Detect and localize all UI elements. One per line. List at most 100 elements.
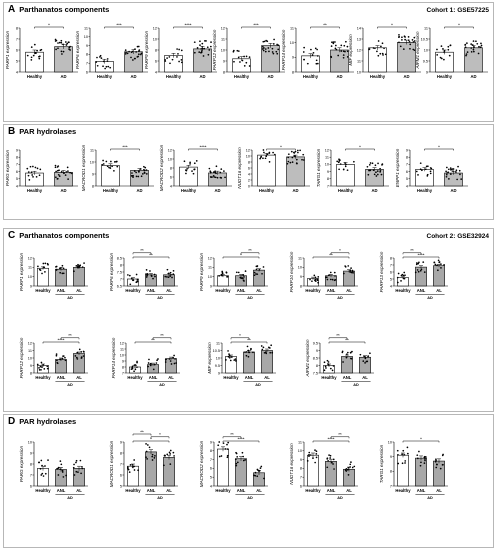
data-point xyxy=(440,267,442,269)
data-point xyxy=(434,460,437,463)
data-point xyxy=(329,278,332,281)
x-tick-label: Healthy xyxy=(125,288,141,293)
data-point xyxy=(169,449,172,452)
data-point xyxy=(427,165,429,168)
data-point xyxy=(327,361,330,363)
y-tick-label: 9 xyxy=(390,455,392,459)
data-point xyxy=(169,275,172,277)
x-tick-label: Healthy xyxy=(338,188,354,193)
data-point xyxy=(178,48,180,51)
data-point xyxy=(145,169,148,171)
data-point xyxy=(75,459,78,462)
data-point xyxy=(186,167,189,170)
data-point xyxy=(30,46,33,48)
y-tick-label: 8 xyxy=(30,462,32,466)
data-point xyxy=(169,452,172,455)
data-point xyxy=(329,367,332,370)
data-point xyxy=(131,464,134,466)
data-point xyxy=(139,168,142,170)
chart-b-8: MACROD1 expression 8 9 10 11 Healthy AD *** xyxy=(81,144,154,193)
data-point xyxy=(263,40,266,43)
significance-label: * xyxy=(420,436,422,441)
data-point xyxy=(219,176,222,179)
data-point xyxy=(429,170,432,173)
data-point xyxy=(180,49,183,52)
x-tick-label: AL xyxy=(168,375,174,380)
y-tick-label: 9 xyxy=(30,364,32,368)
data-point xyxy=(253,271,256,274)
data-point xyxy=(60,267,62,269)
data-point xyxy=(384,53,387,56)
data-point xyxy=(218,441,221,443)
y-tick-label: 10 xyxy=(84,35,88,39)
data-point xyxy=(445,173,448,176)
data-point xyxy=(301,158,303,161)
data-point xyxy=(253,274,256,277)
data-point xyxy=(439,467,442,470)
data-point xyxy=(265,155,268,158)
data-point xyxy=(66,166,69,169)
data-point xyxy=(62,355,64,357)
data-point xyxy=(406,446,409,449)
y-tick-label: 11 xyxy=(298,256,302,260)
data-point xyxy=(331,369,334,372)
data-point xyxy=(379,52,382,55)
data-point xyxy=(329,454,332,457)
data-point xyxy=(346,56,349,58)
bar-al xyxy=(73,267,85,287)
data-point xyxy=(102,60,105,63)
data-point xyxy=(343,44,346,47)
significance-label: * xyxy=(391,22,393,27)
x-tick-label: AL xyxy=(362,375,368,380)
y-tick-label: 4 xyxy=(155,70,157,74)
bar-healthy xyxy=(336,164,355,187)
data-point xyxy=(436,54,439,56)
data-point xyxy=(180,59,183,61)
y-tick-label: 8 xyxy=(16,26,18,30)
significance-label: * xyxy=(159,432,161,437)
data-point xyxy=(131,172,133,174)
data-point xyxy=(449,167,452,169)
y-tick-label: 8 xyxy=(300,467,302,471)
data-point xyxy=(164,454,166,457)
data-point xyxy=(446,166,448,169)
data-point xyxy=(191,170,193,172)
data-point xyxy=(366,165,369,168)
y-tick-label: 10 xyxy=(216,356,220,360)
data-point xyxy=(308,451,311,454)
data-point xyxy=(349,463,352,466)
data-point xyxy=(272,151,274,154)
data-point xyxy=(476,42,479,45)
data-point xyxy=(176,48,178,50)
data-point xyxy=(135,175,138,178)
data-point xyxy=(273,38,275,41)
data-point xyxy=(150,274,153,277)
y-tick-label: 9 xyxy=(300,458,302,462)
data-point xyxy=(108,166,110,169)
data-point xyxy=(381,42,384,45)
chart-b-12: ENPP1 expression 4 5 6 7 8 9 Healthy AD * xyxy=(395,144,468,193)
group-label: AD xyxy=(157,296,163,300)
data-point xyxy=(346,50,349,53)
chart-a-2: PARP9 expression 4 6 8 10 12 Healthy AD **** xyxy=(144,22,217,79)
data-point xyxy=(372,169,375,172)
data-point xyxy=(164,275,167,278)
y-tick-label: 7 xyxy=(16,37,18,41)
data-point xyxy=(330,461,333,464)
data-point xyxy=(460,178,463,180)
x-tick-label: AD xyxy=(136,188,142,193)
data-point xyxy=(32,54,35,57)
data-point xyxy=(480,44,483,47)
data-point xyxy=(212,171,215,173)
significance-label: *** xyxy=(116,22,122,27)
data-point xyxy=(125,51,127,54)
y-tick-label: 8 xyxy=(406,156,408,160)
data-point xyxy=(147,362,150,364)
data-point xyxy=(423,271,426,273)
data-point xyxy=(55,170,57,173)
data-point xyxy=(61,264,64,267)
x-tick-label: AL xyxy=(436,288,442,293)
y-tick-label: 4 xyxy=(248,172,250,176)
